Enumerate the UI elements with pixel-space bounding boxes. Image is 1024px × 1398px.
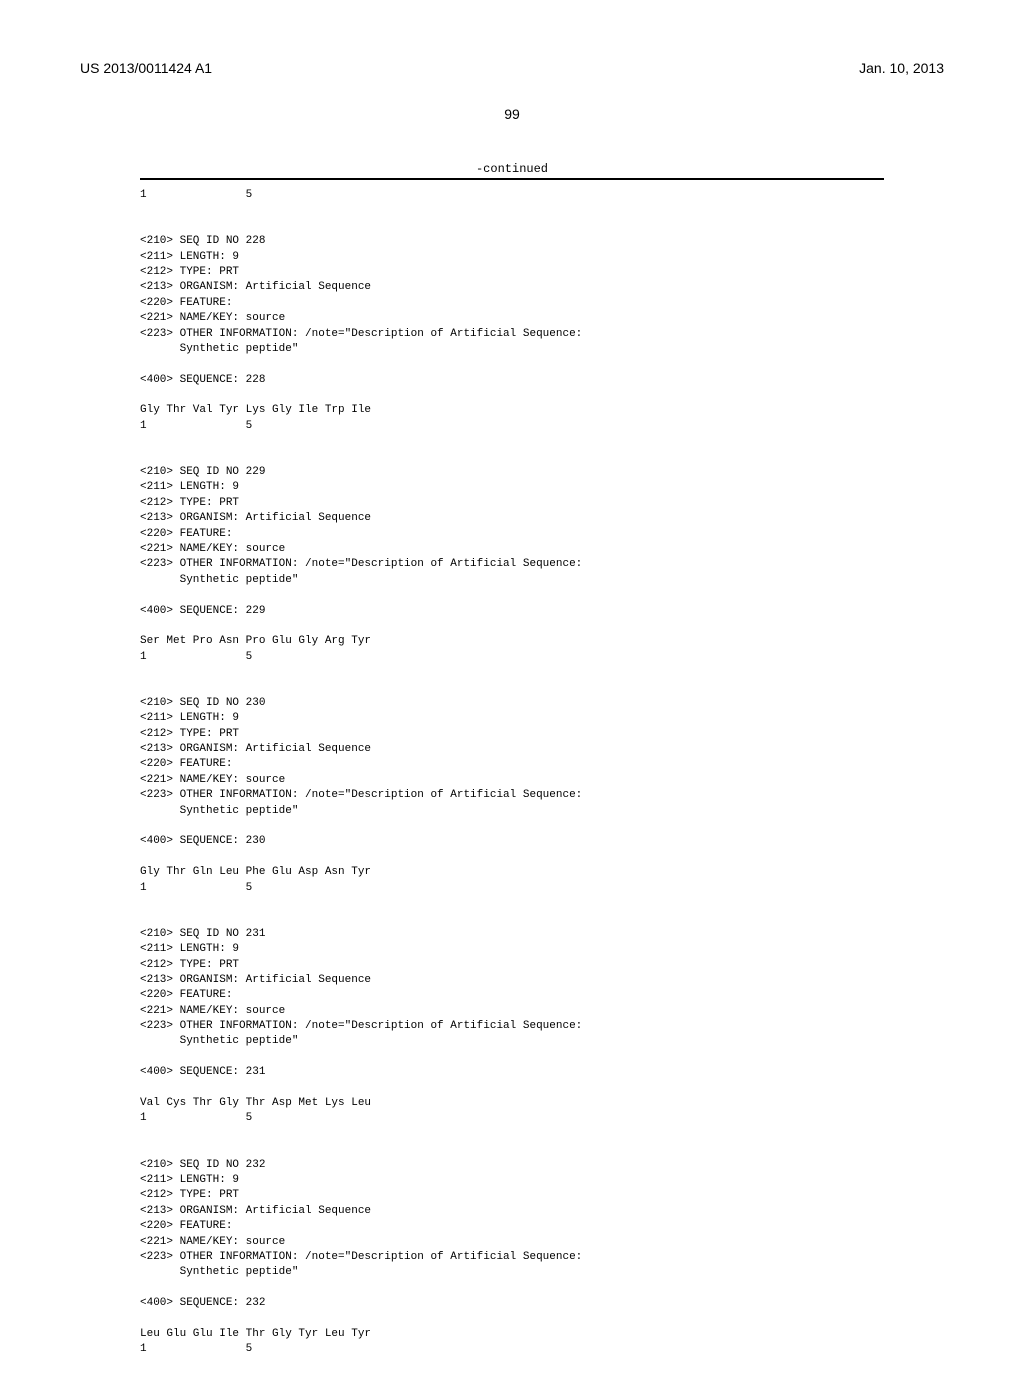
sequence-listing: 1 5 <210> SEQ ID NO 228 <211> LENGTH: 9 …: [140, 188, 884, 1358]
page-number: 99: [80, 106, 944, 122]
seq-block: <210> SEQ ID NO 228 <211> LENGTH: 9 <212…: [140, 235, 582, 432]
seq-block: <210> SEQ ID NO 231 <211> LENGTH: 9 <212…: [140, 928, 582, 1125]
seq-block: <210> SEQ ID NO 232 <211> LENGTH: 9 <212…: [140, 1159, 582, 1356]
seq-block: <210> SEQ ID NO 229 <211> LENGTH: 9 <212…: [140, 466, 582, 663]
publication-number: US 2013/0011424 A1: [80, 60, 212, 76]
publication-date: Jan. 10, 2013: [859, 60, 944, 76]
top-seq-numbers: 1 5: [140, 189, 252, 201]
top-divider: [140, 178, 884, 180]
seq-block: <210> SEQ ID NO 230 <211> LENGTH: 9 <212…: [140, 697, 582, 894]
continued-label: -continued: [80, 162, 944, 176]
page-container: US 2013/0011424 A1 Jan. 10, 2013 99 -con…: [0, 0, 1024, 1398]
page-header: US 2013/0011424 A1 Jan. 10, 2013: [80, 60, 944, 76]
